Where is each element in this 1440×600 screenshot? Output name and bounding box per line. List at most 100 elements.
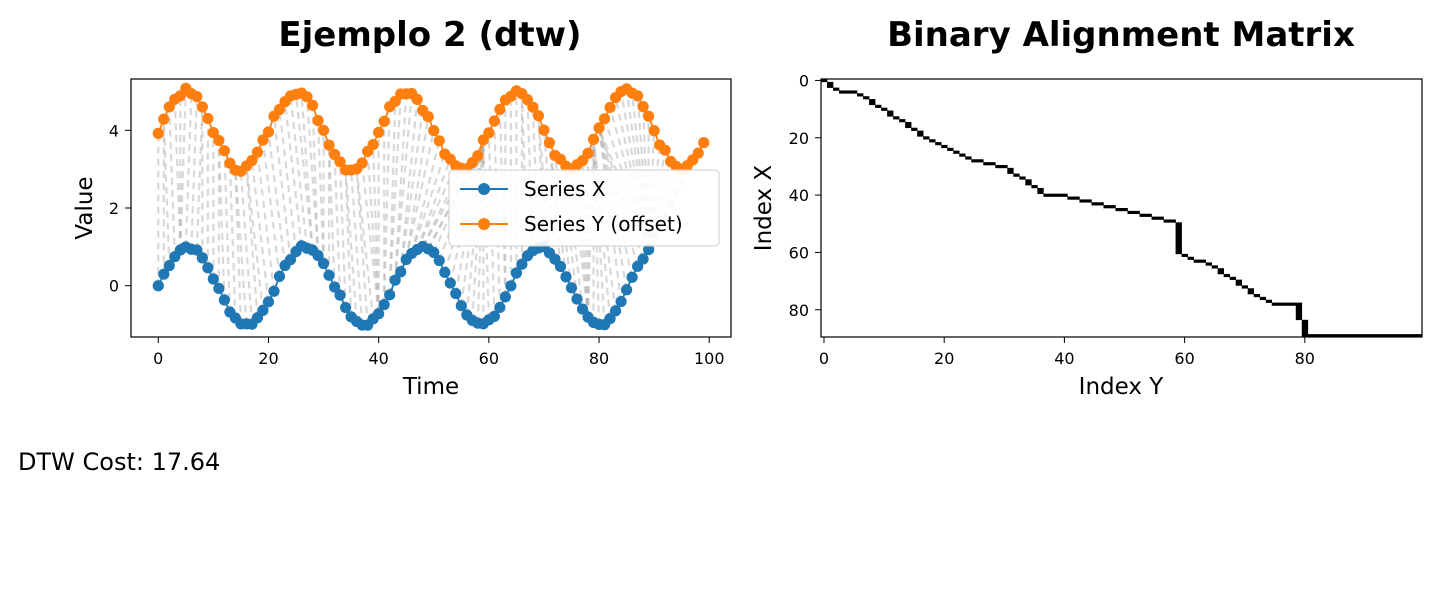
alignment-cell (1241, 285, 1249, 289)
x-tick-label: 100 (694, 349, 725, 368)
series-y-point (257, 134, 269, 146)
alignment-cell (911, 127, 918, 131)
warping-line (410, 153, 446, 254)
alignment-cell (1415, 334, 1423, 338)
warping-line (256, 152, 276, 292)
alignment-cell (1175, 228, 1182, 232)
series-x-point (576, 303, 589, 315)
warping-line (217, 140, 226, 301)
y-tick-label: 20 (789, 129, 809, 148)
series-y-point (692, 147, 704, 159)
x-tick-label: 0 (153, 349, 163, 368)
series-x-point (626, 271, 638, 283)
x-tick-label: 80 (1295, 349, 1315, 368)
alignment-cell (1295, 311, 1303, 315)
warping-line (592, 139, 606, 325)
warping-line (355, 168, 375, 320)
series-x-point (389, 274, 401, 286)
series-x-point (373, 308, 385, 320)
alignment-cell (1103, 205, 1110, 209)
alignment-cell (1193, 259, 1200, 263)
series-x-point (152, 280, 164, 292)
alignment-cell (1343, 334, 1351, 338)
series-y-point (428, 124, 440, 137)
alignment-cell (905, 124, 912, 129)
series-y-point (593, 122, 605, 134)
warping-line (289, 95, 309, 249)
line-chart-x-label: Time (402, 374, 459, 400)
alignment-cell (821, 79, 828, 83)
series-y-point (488, 115, 500, 127)
alignment-cell (1325, 334, 1333, 338)
matrix-y-ticks: 0 20 40 60 80 (789, 71, 821, 320)
line-chart-y-label: Value (72, 176, 98, 239)
legend-box (448, 169, 720, 247)
alignment-cell (965, 156, 972, 160)
legend-marker-series-x (478, 183, 490, 195)
series-x-point (433, 254, 445, 267)
alignment-cell (977, 159, 984, 163)
series-y-point (273, 103, 286, 116)
alignment-cell (1199, 259, 1206, 263)
series-y-point (158, 113, 170, 125)
alignment-cell (1097, 202, 1104, 206)
line-chart-x-ticks: 0 20 40 60 80 100 (153, 337, 725, 368)
warping-line (168, 106, 176, 257)
series-y-point (604, 101, 616, 114)
alignment-cell (1091, 202, 1098, 206)
warping-line (350, 169, 364, 326)
alignment-cell (1169, 219, 1176, 223)
warping-line (239, 171, 254, 325)
warping-line (410, 140, 441, 254)
x-tick-label: 80 (589, 349, 609, 368)
alignment-cell (1109, 205, 1116, 209)
series-y-point (532, 110, 545, 122)
series-y-point (191, 90, 203, 103)
warping-line (300, 93, 314, 251)
alignment-cell (1127, 210, 1134, 215)
series-y-point (472, 150, 484, 162)
warping-line (405, 130, 435, 260)
series-x-point (207, 273, 219, 285)
matrix-y-label: Index X (751, 165, 777, 252)
alignment-cell (827, 84, 834, 88)
series-y-point (632, 90, 644, 102)
x-tick-label: 60 (1174, 349, 1194, 368)
x-tick-label: 60 (479, 349, 499, 368)
legend-entry-series-y: Series Y (offset) (524, 212, 683, 236)
alignment-cell (1349, 334, 1357, 338)
warping-line (548, 142, 568, 278)
alignment-cell (971, 159, 978, 163)
alignment-cell (1217, 268, 1224, 272)
series-y-point (527, 101, 539, 113)
alignment-cell (1271, 302, 1279, 306)
alignment-cell (1013, 173, 1020, 177)
y-tick-label: 2 (109, 199, 119, 218)
y-tick-label: 60 (789, 243, 809, 262)
series-x-point (273, 270, 286, 282)
series-y-point (202, 112, 214, 125)
y-tick-label: 40 (789, 186, 809, 205)
warping-line (416, 158, 452, 250)
series-y-point (207, 127, 219, 139)
series-y-point (637, 101, 649, 113)
series-y-point (334, 156, 346, 168)
alignment-cell (1025, 179, 1032, 183)
series-x-point (395, 266, 407, 278)
warping-line (294, 94, 314, 251)
series-x-point (378, 298, 390, 311)
alignment-cell (1019, 176, 1026, 180)
alignment-cell (1073, 196, 1080, 200)
alignment-cell (1175, 225, 1182, 229)
series-x-point (565, 282, 578, 294)
warping-line (592, 139, 601, 325)
alignment-cell (1121, 208, 1128, 212)
warping-line (190, 96, 198, 250)
alignment-cell (953, 150, 960, 154)
alignment-cell (1367, 334, 1375, 338)
alignment-cell (881, 107, 888, 111)
line-chart-title: Ejemplo 2 (dtw) (278, 15, 581, 55)
alignment-cell (1397, 334, 1405, 338)
warping-line (537, 115, 551, 254)
series-y-point (246, 154, 258, 167)
